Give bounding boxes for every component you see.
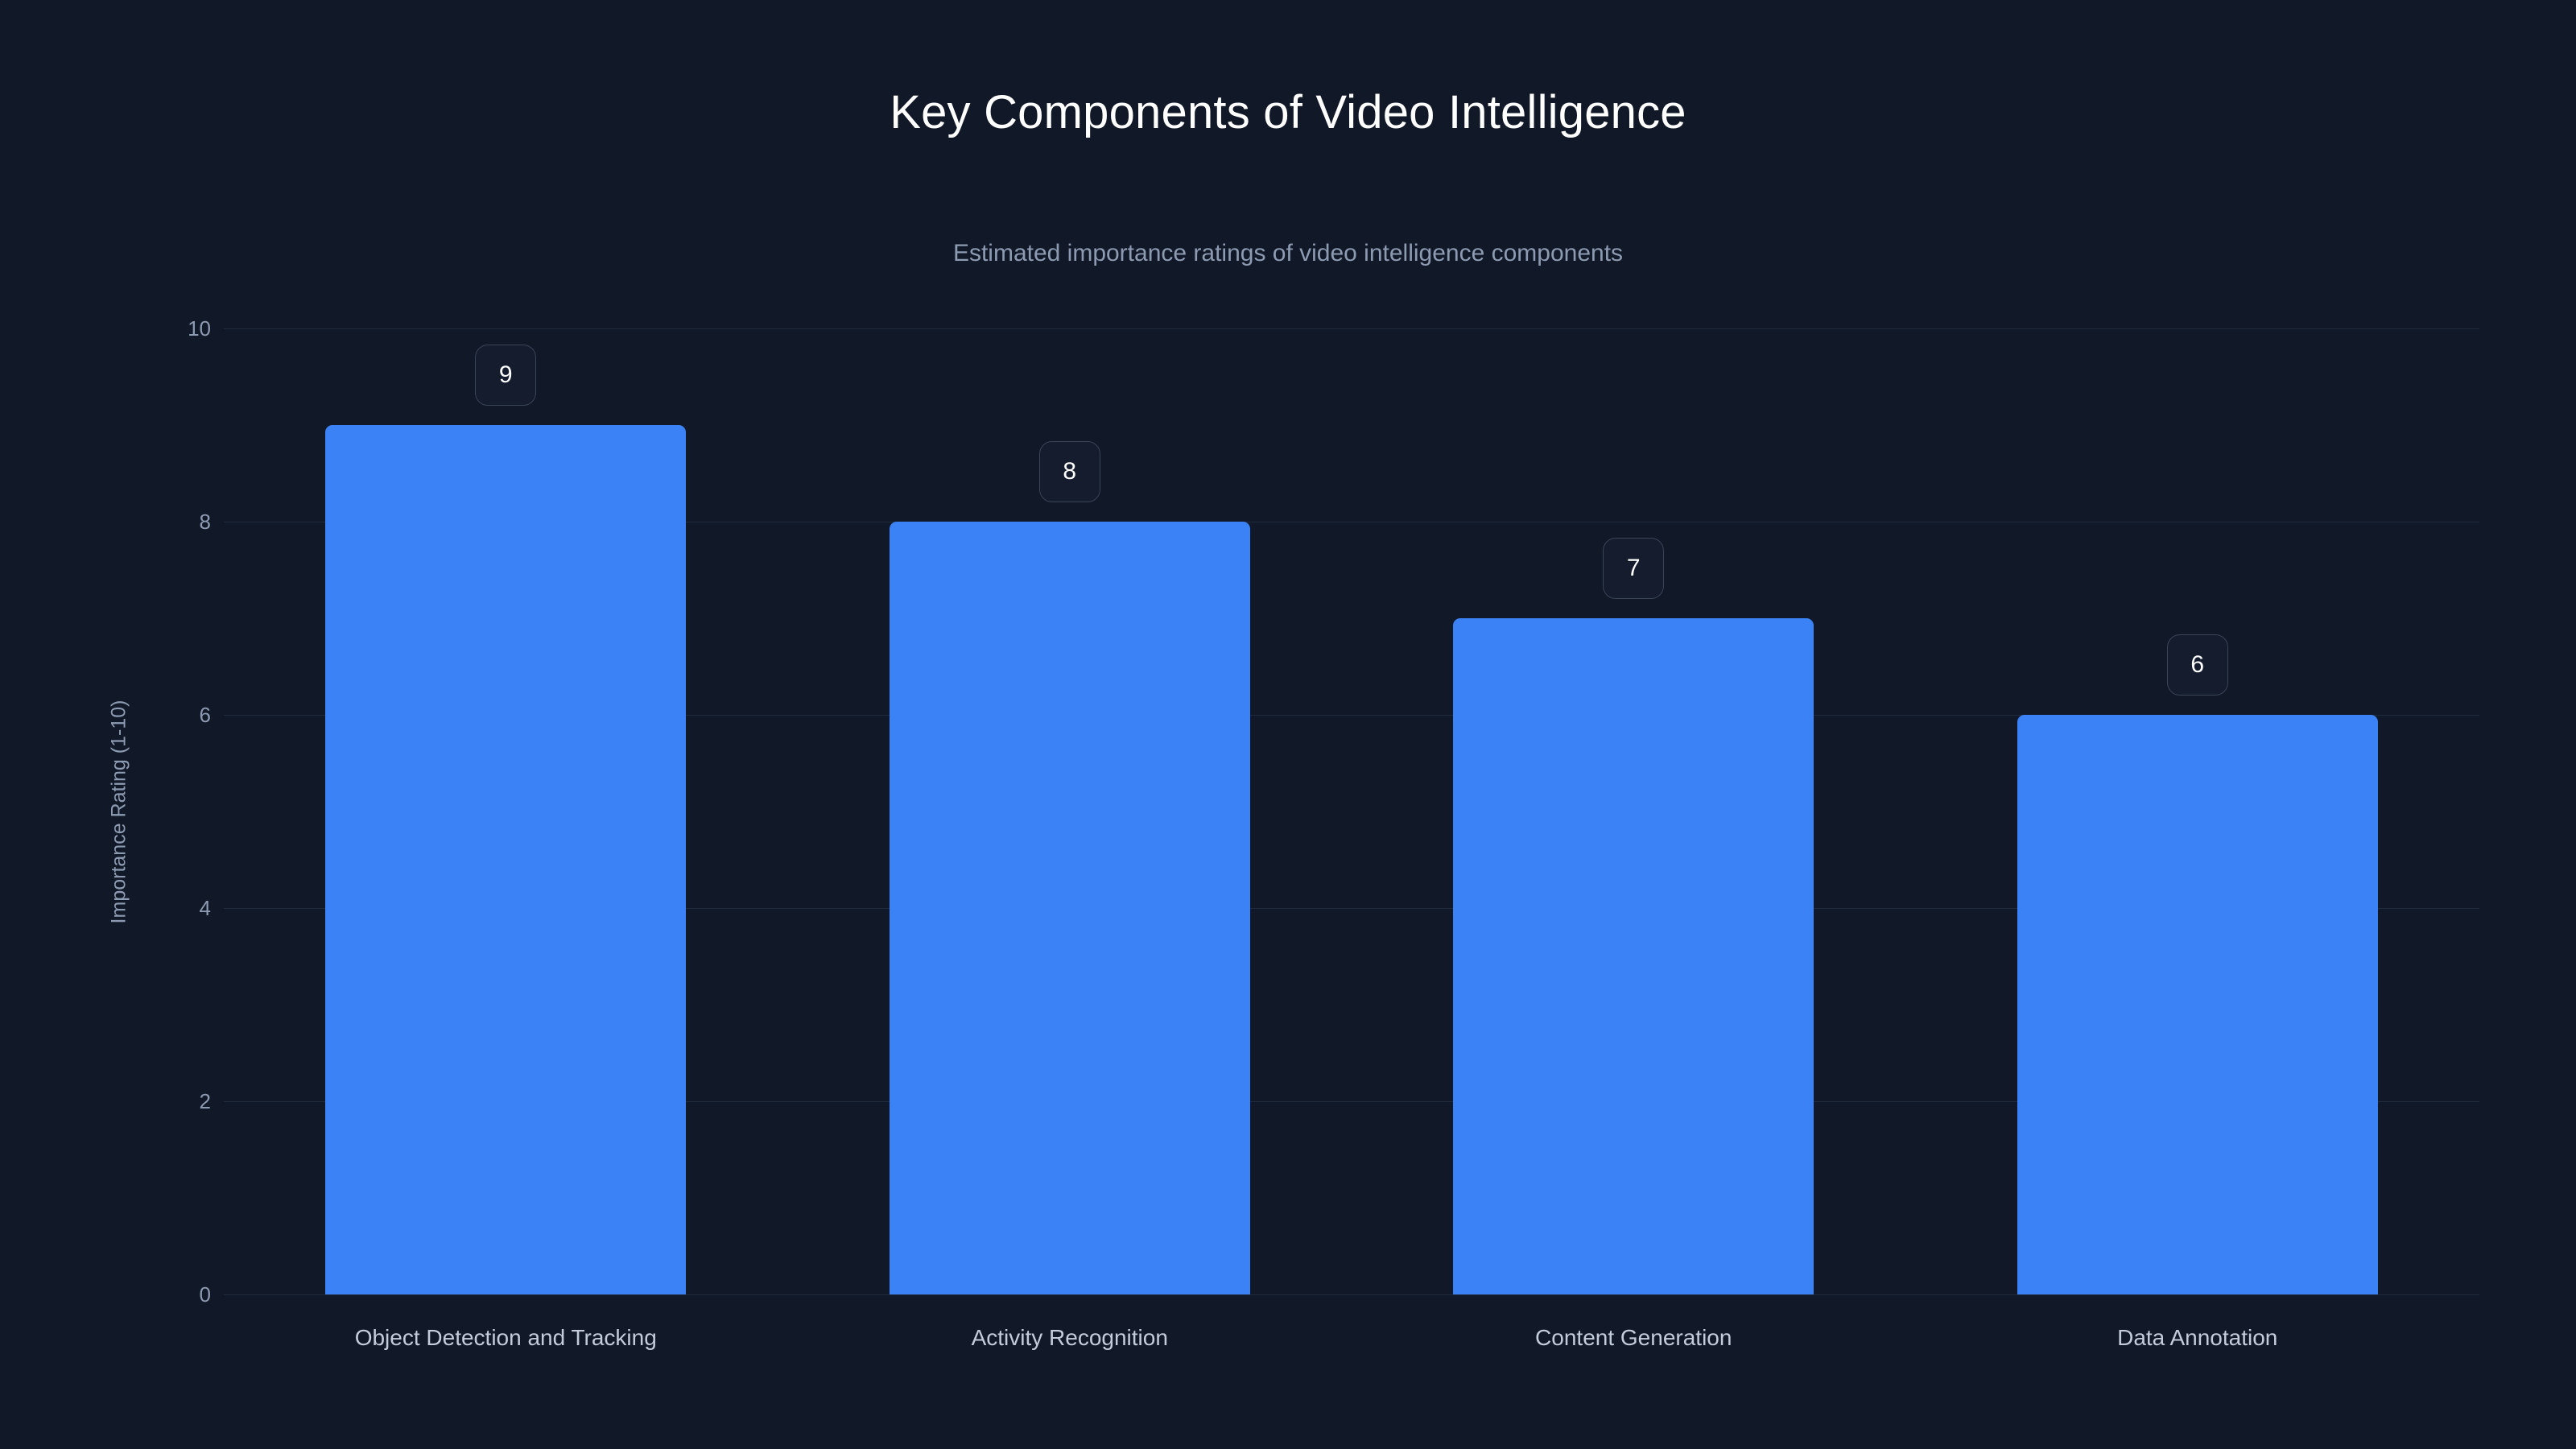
x-axis-tick-label: Content Generation [1535,1325,1732,1350]
chart-subtitle: Estimated importance ratings of video in… [952,240,1624,266]
y-axis-label: Importance Rating (1-10) [95,328,143,1294]
gridline [224,1294,2479,1295]
y-axis-tick-label: 0 [199,1282,211,1307]
bar[interactable] [889,522,1250,1294]
bar-value-label: 6 [2166,634,2228,696]
x-axis-tick-label: Data Annotation [2117,1325,2278,1350]
y-axis-label-text: Importance Rating (1-10) [107,700,130,923]
gridline [224,328,2479,329]
bar[interactable] [2017,715,2378,1294]
bar[interactable] [325,425,687,1294]
x-axis-tick-label: Activity Recognition [971,1325,1168,1350]
gridline [224,1101,2479,1102]
bar-value-label: 7 [1603,538,1665,599]
plot-area [224,328,2479,1295]
y-axis-tick-label: 4 [199,896,211,920]
bar-value-label: 9 [475,345,537,406]
y-axis-tick-label: 8 [199,510,211,534]
gridline [224,715,2479,716]
chart-title: Key Components of Video Intelligence [890,86,1686,138]
y-axis-tick-label: 6 [199,703,211,727]
bar[interactable] [1453,618,1814,1294]
y-axis-tick-label: 2 [199,1089,211,1113]
gridline [224,908,2479,909]
bar-value-label: 8 [1038,441,1100,502]
y-axis-tick-label: 10 [188,316,211,341]
x-axis-tick-label: Object Detection and Tracking [354,1325,657,1350]
